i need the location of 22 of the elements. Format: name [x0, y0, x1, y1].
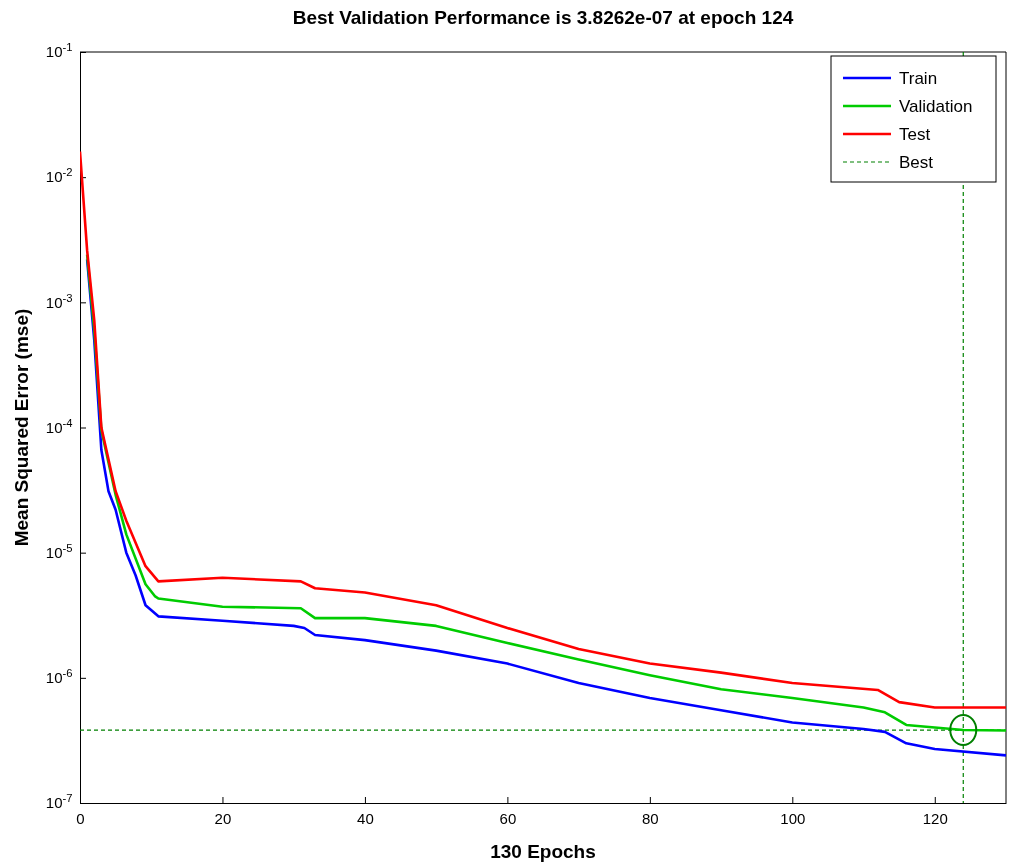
x-tick-label: 0: [76, 810, 85, 827]
x-tick-label: 40: [357, 810, 374, 827]
y-tick-label: 10$^{-1}$: [45, 41, 73, 61]
chart-title: Best Validation Performance is 3.8262e-07 at epoch 124: [292, 7, 794, 28]
line-series: [80, 150, 1006, 709]
y-tick-label: 10$^{-7}$: [45, 792, 73, 812]
legend-label: Validation: [899, 97, 973, 116]
x-tick-label: 120: [922, 810, 948, 827]
legend-label: Train: [899, 69, 938, 88]
x-axis-title: 130 Epochs: [490, 841, 596, 862]
y-tick-label: 10$^{-6}$: [45, 667, 73, 687]
y-axis-title: Mean Squared Error (mse): [11, 308, 32, 547]
y-tick-label: 10$^{-3}$: [45, 291, 73, 311]
y-tick-label: 10$^{-5}$: [45, 541, 73, 561]
x-tick-label: 100: [780, 810, 806, 827]
x-tick-label: 20: [214, 810, 232, 827]
x-tick-label: 80: [642, 810, 659, 827]
x-tick-label: 60: [499, 810, 517, 827]
ref-line-label: Best: [899, 153, 934, 172]
y-tick-label: 10$^{-2}$: [45, 166, 73, 186]
y-tick-label: 10$^{-4}$: [45, 416, 73, 436]
legend-label: Test: [899, 125, 931, 144]
